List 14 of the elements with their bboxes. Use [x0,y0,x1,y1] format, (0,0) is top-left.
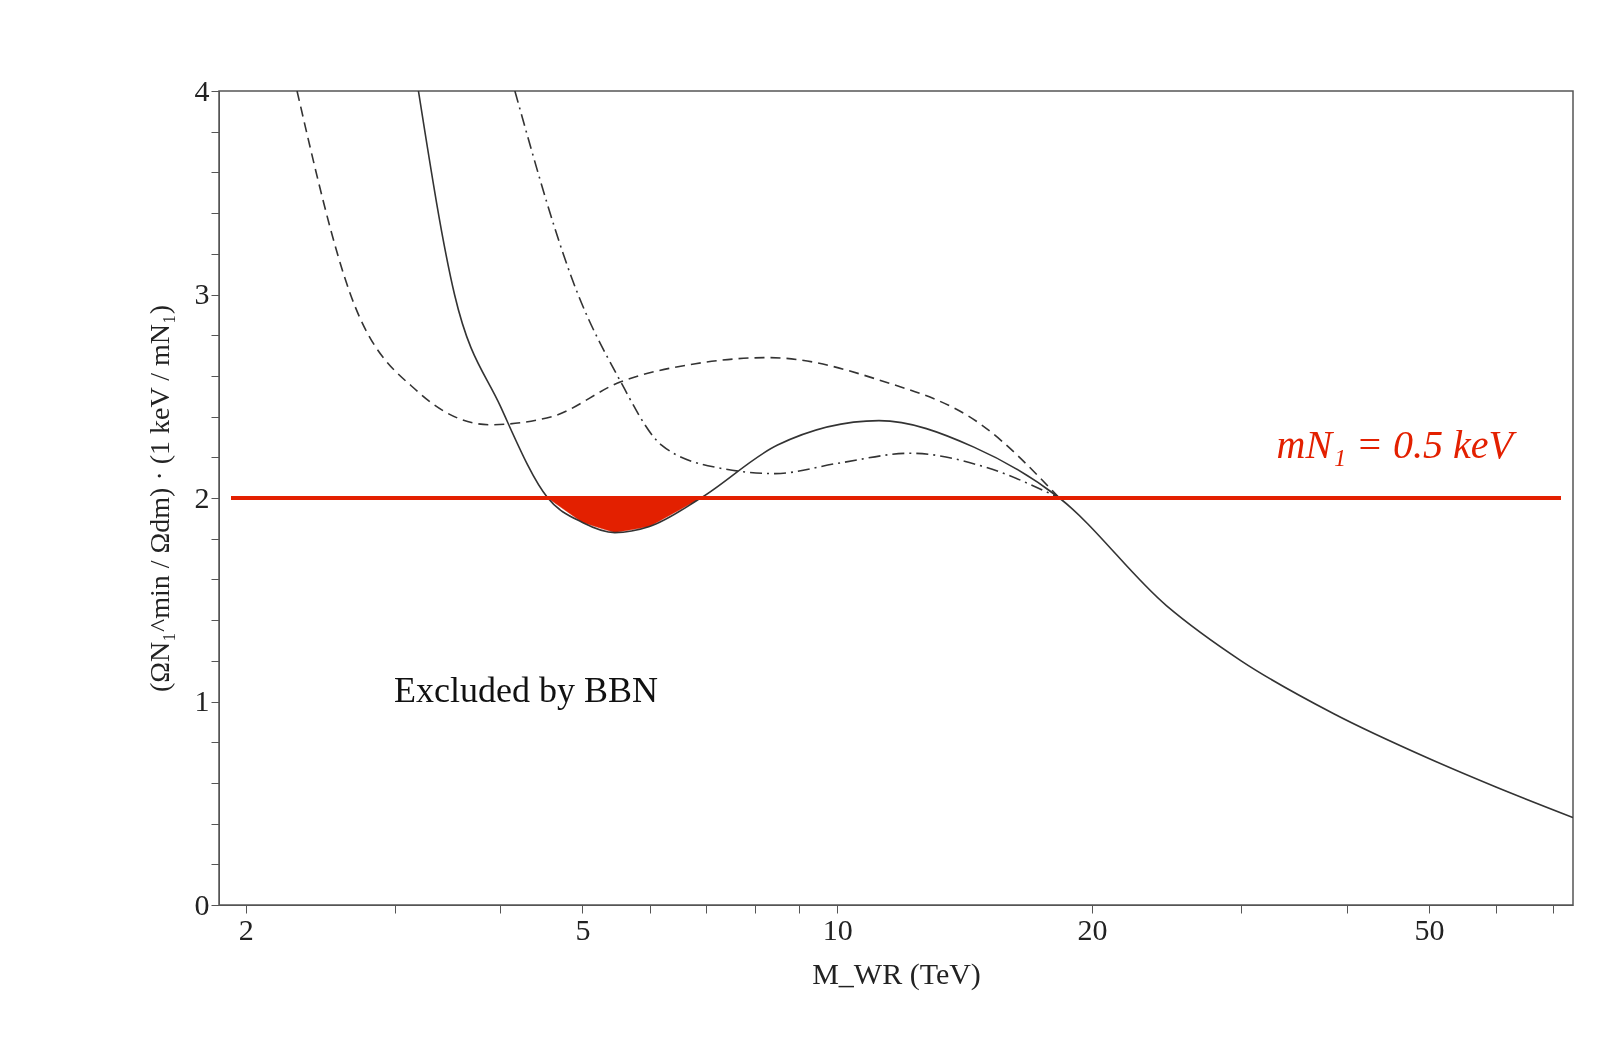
x-tick-label: 10 [822,912,853,946]
x-tick-label: 50 [1414,912,1445,946]
x-tick-label: 20 [1077,912,1108,946]
x-tick-label: 5 [575,912,591,946]
y-tick-label: 1 [194,684,210,717]
annotation: Excluded by BBN [394,670,658,710]
y-tick-label: 2 [194,480,210,514]
annotation: mN₁ = 0.5 keV [1276,422,1518,467]
y-axis-title: (ΩN₁^min / Ωdm) · (1 keV / mN₁) [143,304,175,693]
x-tick-label: 2 [238,912,254,946]
y-tick-label: 0 [194,887,210,921]
y-tick-label: 4 [194,73,210,107]
y-tick-label: 3 [194,277,210,310]
x-axis-title: M_WR (TeV) [812,956,981,991]
